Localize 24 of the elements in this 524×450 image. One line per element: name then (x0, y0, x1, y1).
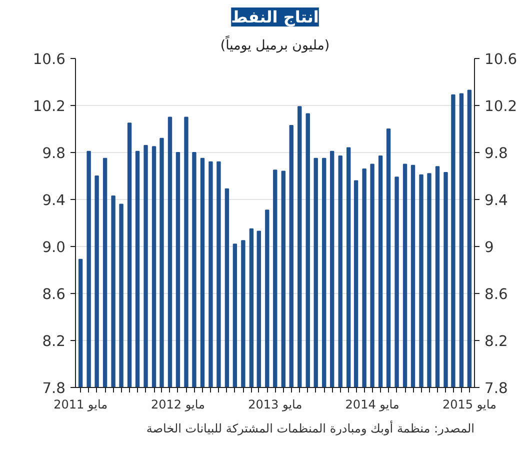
y2-tick-label: 9 (484, 239, 494, 256)
x-tick-label: مايو 2014 (345, 398, 400, 412)
y-tick-label: 9.4 (42, 192, 66, 209)
chart-subtitle: (مليون برميل يومياً) (220, 36, 330, 54)
y2-tick-label: 8.6 (484, 286, 508, 303)
y2-tick-label: 10.2 (484, 98, 518, 115)
y2-tick-label: 7.8 (484, 380, 508, 397)
y-tick-label: 7.8 (42, 380, 66, 397)
x-tick-label: مايو 2012 (150, 398, 205, 412)
y2-tick-label: 9.8 (484, 145, 508, 162)
y-tick-label: 10.6 (32, 51, 66, 68)
y-tick-label: 8.2 (42, 333, 66, 350)
x-tick-label: مايو 2011 (54, 398, 108, 412)
y-tick-label: 10.2 (32, 98, 66, 115)
y2-tick-label: 9.4 (484, 192, 508, 209)
chart-title: انتاج النفط (231, 8, 319, 26)
text: المصدر: منظمة أوبك ومبادرة المنظمات المشتركة للبيانات الخاصة (146, 420, 475, 436)
x-tick-label: مايو 2015 (442, 398, 496, 412)
y2-tick-label: 10.6 (484, 51, 518, 68)
x-tick-label: مايو 2013 (248, 398, 302, 412)
y-tick-label: 9.8 (42, 145, 66, 162)
y-tick-label: 9.0 (42, 239, 66, 256)
y2-tick-label: 8.2 (484, 333, 508, 350)
y-tick-label: 8.6 (42, 286, 66, 303)
